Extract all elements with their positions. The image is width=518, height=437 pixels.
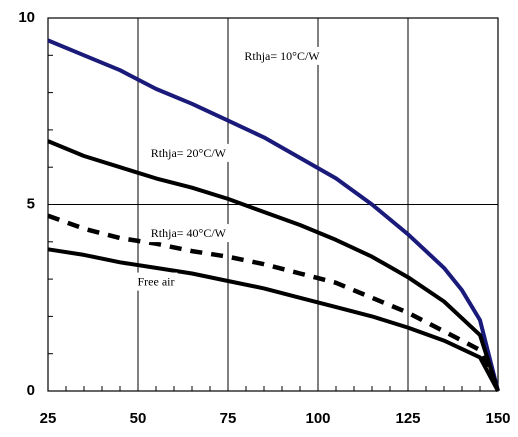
series-label-background xyxy=(147,143,230,162)
x-tick-label-100: 100 xyxy=(305,410,330,427)
x-tick-label-25: 25 xyxy=(40,410,57,427)
annotations-group: Rthja= 10°C/W Rthja= 20°C/W Rthja= 40°C/W F… xyxy=(134,46,324,291)
series-label-2: Rthja= 40°C/W xyxy=(151,226,227,240)
x-tick-label-50: 50 xyxy=(130,410,147,427)
series-label-background xyxy=(147,224,230,243)
series-label-1: Rthja= 20°C/W xyxy=(151,146,227,160)
series-line-3 xyxy=(47,247,500,392)
series-label-3: Free air xyxy=(138,275,175,289)
y-tick-label-10: 10 xyxy=(18,9,35,26)
series-group xyxy=(47,38,501,392)
minor-ticks xyxy=(47,17,499,392)
series-label-background xyxy=(241,46,324,65)
x-tick-label-150: 150 xyxy=(485,410,510,427)
y-axis-tick-labels: 0 5 10 xyxy=(18,9,35,399)
series-line-2 xyxy=(47,213,501,392)
y-tick-label-0: 0 xyxy=(27,382,35,399)
x-tick-label-75: 75 xyxy=(220,410,237,427)
y-tick-label-5: 5 xyxy=(27,195,35,212)
x-axis-tick-labels: 25 50 75 100 125 150 xyxy=(40,410,511,427)
x-tick-label-125: 125 xyxy=(395,410,420,427)
series-label-0: Rthja= 10°C/W xyxy=(244,49,320,63)
series-label-background xyxy=(134,272,178,291)
series-line-0 xyxy=(47,38,500,392)
series-line-1 xyxy=(47,139,500,392)
